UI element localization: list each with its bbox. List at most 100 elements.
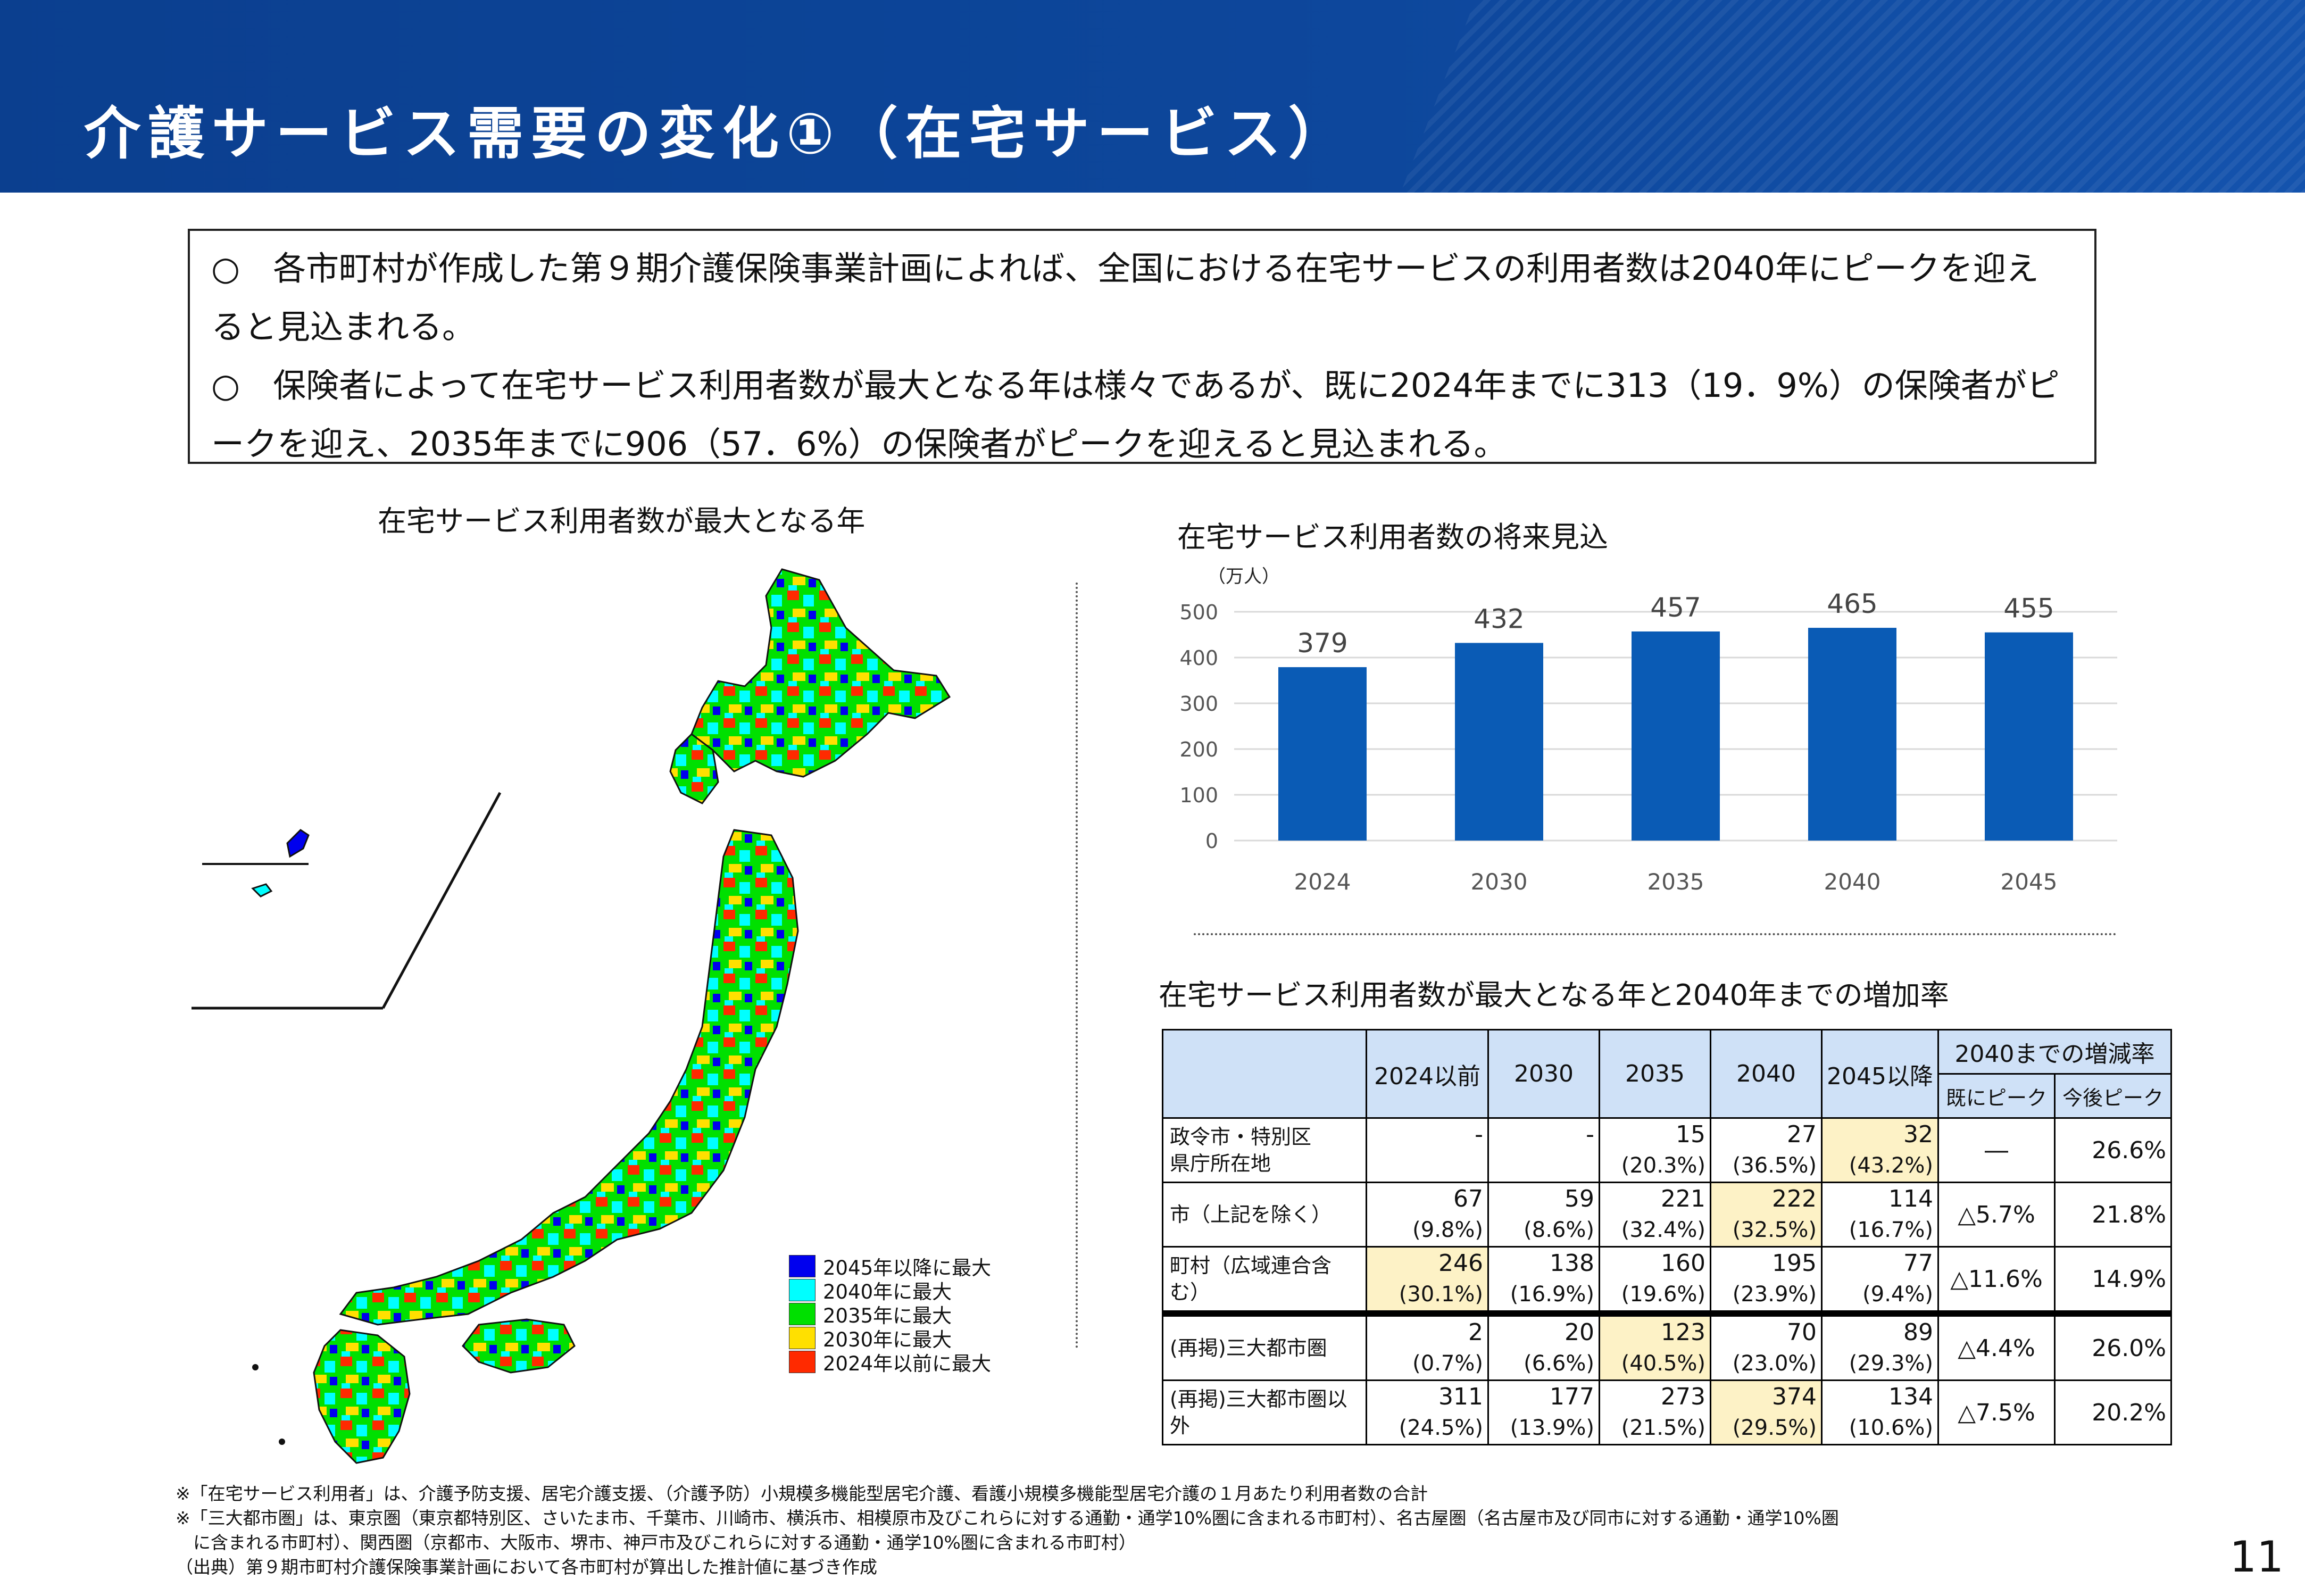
legend-label: 2045年以降に最大 [823, 1256, 992, 1279]
cell-count: 195 [1772, 1250, 1817, 1277]
y-tick-label: 400 [1179, 646, 1218, 670]
footnote: ※「三大都市圏」は、東京圏（東京都特別区、さいたま市、千葉市、川崎市、横浜市、相… [176, 1508, 1839, 1528]
map-legend: 2045年以降に最大 2040年に最大 2035年に最大 2030年に最大 20… [789, 1254, 992, 1375]
cell-percent: (10.6%) [1849, 1416, 1933, 1440]
cell-count: 138 [1550, 1250, 1594, 1277]
table-row: (再掲)三大都市圏以外 311 (24.5%) 177 (13.9%) 273 (21.5%… [1162, 1379, 2172, 1445]
x-tick-label: 2035 [1647, 869, 1704, 895]
legend-label: 2040年に最大 [823, 1280, 952, 1303]
cell-percent: (19.6%) [1621, 1282, 1705, 1307]
y-tick-label: 0 [1205, 829, 1218, 853]
table-corner [1162, 1029, 1367, 1119]
y-tick-label: 200 [1179, 738, 1218, 761]
table-cell: 221 (32.4%) [1599, 1182, 1711, 1248]
cell-count: 27 [1787, 1121, 1817, 1148]
shikoku-region [462, 1318, 576, 1374]
legend-item: 2035年に最大 [789, 1302, 991, 1327]
legend-label: 2024年以前に最大 [823, 1352, 992, 1375]
cell-count: 177 [1550, 1383, 1594, 1410]
cell-count: 273 [1661, 1383, 1705, 1410]
bar-chart: （万人） 0 100 200 300 400 500 379 2024 432 2030 457 203… [1179, 566, 2117, 895]
cell-count: 134 [1888, 1383, 1933, 1410]
data-label: 455 [2003, 593, 2054, 624]
legend-swatch [789, 1302, 816, 1325]
data-label: 465 [1827, 588, 1877, 619]
cell-count: 70 [1787, 1319, 1817, 1346]
rate-header: 2040までの増減率 [1937, 1029, 2172, 1075]
cell-percent: (36.5%) [1732, 1153, 1817, 1178]
cell-percent: (9.4%) [1862, 1282, 1933, 1307]
table-cell: 311 (24.5%) [1366, 1379, 1489, 1445]
cell-percent: (23.0%) [1732, 1351, 1817, 1376]
rate-future: 26.0% [2054, 1310, 2172, 1381]
y-tick-label: 500 [1179, 601, 1218, 624]
data-label: 379 [1297, 628, 1347, 659]
rate-already: △7.5% [1937, 1379, 2056, 1445]
row-label: 町村（広域連合含む） [1162, 1246, 1367, 1315]
cell-count: 246 [1438, 1250, 1483, 1277]
y-tick-label: 300 [1179, 692, 1218, 716]
page-title: 介護サービス需要の変化①（在宅サービス） [84, 101, 1352, 167]
table-cell: 177 (13.9%) [1487, 1379, 1600, 1445]
rate-already: △5.7% [1937, 1182, 2056, 1248]
x-tick-label: 2024 [1294, 869, 1351, 895]
table-row: (再掲)三大都市圏 2 (0.7%) 20 (6.6%) 123 (40.5%) 70 (23.… [1162, 1310, 2172, 1381]
kyushu-region [313, 1329, 411, 1464]
honshu-region [339, 829, 799, 1326]
cell-percent: (24.5%) [1399, 1416, 1483, 1440]
page-number: 11 [2229, 1532, 2284, 1582]
footnotes: ※「在宅サービス利用者」は、介護予防支援、居宅介護支援、（介護予防）小規模多機能… [176, 1482, 1839, 1580]
chart-title: 在宅サービス利用者数の将来見込 [1177, 520, 1608, 554]
cell-percent: (8.6%) [1524, 1218, 1594, 1242]
y-tick-label: 100 [1179, 784, 1218, 807]
cell-count: 222 [1772, 1185, 1817, 1212]
cell-count: 221 [1661, 1185, 1705, 1212]
table-row: 市（上記を除く） 67 (9.8%) 59 (8.6%) 221 (32.4%) 222 (32… [1162, 1182, 2172, 1248]
legend-item: 2040年に最大 [789, 1278, 991, 1303]
rate-future: 14.9% [2054, 1246, 2172, 1315]
rate-already: △4.4% [1937, 1310, 2056, 1381]
rate-future: 20.2% [2054, 1379, 2172, 1445]
table-cell: 20 (6.6%) [1487, 1310, 1600, 1381]
table-cell: 32 (43.2%) [1821, 1117, 1939, 1183]
cell-percent: (29.5%) [1732, 1416, 1817, 1440]
cell-percent: (30.1%) [1399, 1282, 1483, 1307]
cell-count: - [1475, 1121, 1483, 1148]
legend-swatch [789, 1254, 816, 1277]
cell-count: 67 [1453, 1185, 1483, 1212]
cell-percent: (6.6%) [1524, 1351, 1594, 1376]
cell-percent: (20.3%) [1621, 1153, 1705, 1178]
cell-percent: (16.7%) [1849, 1218, 1933, 1242]
panel-divider [1076, 583, 1078, 1349]
table-cell: 77 (9.4%) [1821, 1246, 1939, 1315]
table-cell: 123 (40.5%) [1599, 1310, 1711, 1381]
bar [1985, 632, 2073, 841]
table-cell: 15 (20.3%) [1599, 1117, 1711, 1183]
col-header: 2035 [1599, 1029, 1711, 1119]
bar [1278, 667, 1367, 841]
table-cell: 70 (23.0%) [1710, 1310, 1823, 1381]
rate-future: 21.8% [2054, 1182, 2172, 1248]
cell-count: - [1586, 1121, 1594, 1148]
legend-item: 2024年以前に最大 [789, 1350, 992, 1375]
table-cell: 246 (30.1%) [1366, 1246, 1489, 1315]
table-cell: - [1487, 1117, 1600, 1183]
cell-percent: (13.9%) [1510, 1416, 1594, 1440]
row-label: 政令市・特別区 県庁所在地 [1162, 1117, 1367, 1183]
japan-map [192, 568, 951, 1464]
cell-count: 15 [1676, 1121, 1705, 1148]
cell-count: 160 [1661, 1250, 1705, 1277]
cell-count: 59 [1565, 1185, 1594, 1212]
row-label: 市（上記を除く） [1162, 1182, 1367, 1248]
cell-percent: (16.9%) [1510, 1282, 1594, 1307]
table-cell: 67 (9.8%) [1366, 1182, 1489, 1248]
rate-already: ― [1937, 1117, 2056, 1183]
summary-box: ○ 各市町村が作成した第９期介護保険事業計画によれば、全国における在宅サービスの… [188, 229, 2096, 464]
row-label: (再掲)三大都市圏 [1162, 1310, 1367, 1381]
x-tick-label: 2040 [1824, 869, 1881, 895]
table-row: 政令市・特別区 県庁所在地 - - 15 (20.3%) 27 (36.5%) 32 (43.2… [1162, 1117, 2172, 1183]
map-title: 在宅サービス利用者数が最大となる年 [378, 504, 866, 538]
cell-count: 374 [1772, 1383, 1817, 1410]
col-header: 2024以前 [1366, 1029, 1489, 1119]
bar [1632, 631, 1720, 841]
